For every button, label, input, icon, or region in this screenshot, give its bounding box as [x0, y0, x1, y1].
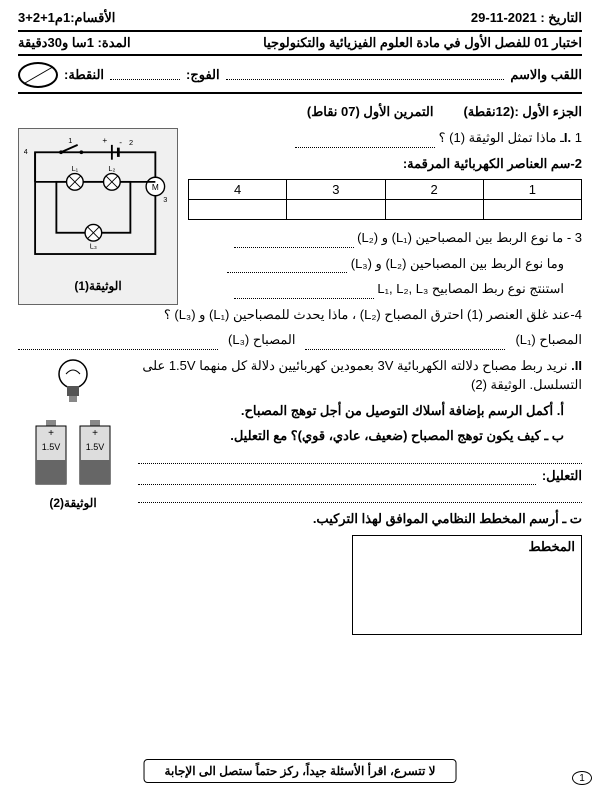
svg-text:+: +: [102, 135, 107, 145]
doc2-figure: 1.5V + 1.5V + الوثيقة(2): [18, 356, 128, 635]
classes-label: الأقسام:1م1+2+3: [18, 10, 115, 26]
justif-row: التعليل:: [138, 466, 582, 486]
group-label: الفوج:: [186, 67, 220, 83]
num-2: 2: [129, 138, 133, 147]
td-2: [385, 200, 483, 220]
bat2-label: 1.5V: [42, 442, 61, 452]
q4-l1-dot: [305, 330, 505, 350]
ii-b-text: ب ـ كيف يكون توهج المصباح (ضعيف، عادي، ق…: [230, 428, 564, 443]
part-ii-col: II. نريد ربط مصباح دلالته الكهربائية 3V …: [138, 356, 582, 635]
num-4: 4: [24, 147, 28, 156]
q3a-dotline: [234, 247, 354, 248]
q3c-dotline: [234, 298, 374, 299]
exam-title: اختبار 01 للفصل الأول في مادة العلوم الف…: [263, 35, 582, 51]
th-3: 3: [287, 180, 385, 200]
q3a: 3 - ما نوع الربط بين المصباحين (L₁) و (L…: [188, 228, 582, 248]
q2-intro: 2-سم العناصر الكهربائية المرقمة:: [188, 154, 582, 174]
th-1: 1: [483, 180, 581, 200]
q4-l3-label: المصباح (L₃): [228, 330, 295, 350]
num-3: 3: [163, 195, 167, 204]
date-label: التاريخ : 2021-11-29: [471, 10, 582, 26]
num-1: 1: [68, 136, 72, 145]
circuit-caption: الوثيقة(1): [74, 279, 121, 293]
ii-c: ت ـ أرسم المخطط النظامي الموافق لهذا الت…: [138, 509, 582, 529]
ii-a: أ. أكمل الرسم بإضافة أسلاك التوصيل من أج…: [138, 401, 564, 421]
ex1-heading: التمرين الأول (07 نقاط): [307, 104, 434, 120]
battery-1: 1.5V +: [76, 420, 114, 490]
lamp-l2: L₂: [108, 164, 115, 173]
circuit-svg: 1 + - 2 M 3 L₁ L₂: [24, 135, 172, 275]
page-number: 1: [572, 771, 592, 785]
doc2-caption: الوثيقة(2): [18, 496, 128, 510]
q3b: وما نوع الربط بين المصباحين (L₂) و (L₃): [188, 254, 564, 274]
q4: 4-عند غلق العنصر (1) احترق المصباح (L₂) …: [18, 305, 582, 325]
q3c-text: استنتج نوع ربط المصابيح L₁, L₂, L₃: [377, 281, 564, 296]
th-4: 4: [189, 180, 287, 200]
q4-text: 4-عند غلق العنصر (1) احترق المصباح (L₂) …: [164, 307, 582, 322]
ii-b: ب ـ كيف يكون توهج المصباح (ضعيف، عادي، ق…: [138, 426, 564, 446]
footer-advice: لا تتسرع، اقرأ الأسئلة جيداً، ركز حتماً …: [144, 759, 457, 783]
ii-label: II.: [571, 358, 582, 373]
scheme-box: المخطط: [352, 535, 582, 635]
part-ii-row: II. نريد ربط مصباح دلالته الكهربائية 3V …: [18, 356, 582, 635]
part1-heading: الجزء الأول :(12نقطة): [463, 104, 582, 120]
section-heads: الجزء الأول :(12نقطة) التمرين الأول (07 …: [18, 104, 582, 120]
lamp-l3: L₃: [90, 241, 97, 250]
title-bar: اختبار 01 للفصل الأول في مادة العلوم الف…: [18, 30, 582, 56]
name-dots: [226, 70, 505, 80]
justif-label: التعليل:: [542, 466, 582, 486]
td-4: [189, 200, 287, 220]
duration: المدة: 1سا و30دقيقة: [18, 35, 131, 51]
ii-text: نريد ربط مصباح دلالته الكهربائية 3V بعمو…: [142, 358, 582, 393]
q3a-text: 3 - ما نوع الربط بين المصباحين (L₁) و (L…: [357, 230, 582, 245]
svg-text:-: -: [119, 137, 122, 147]
name-label: اللقب والاسم: [510, 67, 582, 83]
q3b-text: وما نوع الربط بين المصباحين (L₂) و (L₃): [351, 256, 564, 271]
motor-label: M: [152, 182, 159, 192]
name-row: اللقب والاسم الفوج: النقطة:: [18, 62, 582, 94]
q4-l1-label: المصباح (L₁): [515, 330, 582, 350]
i-label: I.: [564, 130, 571, 145]
battery-2: 1.5V +: [32, 420, 70, 490]
scheme-label: المخطط: [529, 539, 575, 554]
q4-answers: المصباح (L₁) المصباح (L₃): [18, 330, 582, 350]
q-and-circuit: I. 1ـ ماذا تمثل الوثيقة (1) ؟ 2-سم العنا…: [18, 128, 582, 305]
q1-dotline: [295, 147, 435, 148]
bat1-label: 1.5V: [86, 442, 105, 452]
q-i: I. 1ـ ماذا تمثل الوثيقة (1) ؟: [188, 128, 582, 148]
justif-dot2: [138, 491, 582, 503]
elements-table: 1 2 3 4: [188, 179, 582, 220]
header-row: التاريخ : 2021-11-29 الأقسام:1م1+2+3: [18, 10, 582, 26]
table-header-row: 1 2 3 4: [189, 180, 582, 200]
svg-text:+: +: [92, 428, 98, 439]
td-3: [287, 200, 385, 220]
q3b-dotline: [227, 272, 347, 273]
questions-col: I. 1ـ ماذا تمثل الوثيقة (1) ؟ 2-سم العنا…: [188, 128, 582, 305]
circuit-figure: 1 + - 2 M 3 L₁ L₂: [18, 128, 178, 305]
justif-dot: [138, 466, 536, 486]
batteries: 1.5V + 1.5V +: [18, 420, 128, 490]
lamp-l1: L₁: [72, 164, 79, 173]
q4-l3-dot: [18, 330, 218, 350]
td-1: [483, 200, 581, 220]
bulb-icon: [53, 356, 93, 416]
grade-oval: [18, 62, 58, 88]
ii-b-dot1: [138, 452, 582, 464]
ii-intro: II. نريد ربط مصباح دلالته الكهربائية 3V …: [138, 356, 582, 395]
q1-text: 1ـ ماذا تمثل الوثيقة (1) ؟: [439, 130, 582, 145]
th-2: 2: [385, 180, 483, 200]
grade-label: النقطة:: [64, 67, 104, 83]
svg-text:+: +: [48, 428, 54, 439]
table-empty-row: [189, 200, 582, 220]
q3c: استنتج نوع ربط المصابيح L₁, L₂, L₃: [188, 279, 564, 299]
group-dots: [110, 70, 180, 80]
